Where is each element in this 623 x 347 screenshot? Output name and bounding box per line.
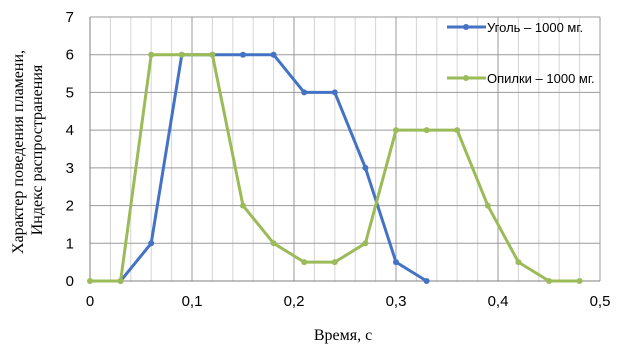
series-2-point: [87, 278, 93, 284]
y-tick-labels: 0 1 2 3 4 5 6 7: [66, 9, 74, 290]
series-2-point: [178, 51, 185, 58]
y-tick-label: 4: [66, 122, 74, 139]
y-tick-label: 5: [66, 84, 74, 101]
y-axis-title-line-1: Характер поведения пламени,: [10, 50, 27, 254]
series-1-point: [240, 51, 246, 58]
gridlines: [89, 16, 601, 282]
x-axis-title: Время, с: [314, 327, 372, 344]
axes: [89, 17, 600, 282]
y-tick-label: 1: [66, 235, 74, 252]
legend-marker-1: [463, 24, 469, 30]
series-2-point: [393, 127, 399, 134]
x-tick-label: 0,5: [590, 293, 611, 310]
legend-label-1: Уголь – 1000 мг.: [487, 20, 583, 35]
legend: Уголь – 1000 мг. Опилки – 1000 мг.: [447, 20, 595, 86]
y-tick-label: 6: [66, 47, 74, 64]
series-2-point: [484, 202, 491, 209]
x-tick-label: 0,2: [284, 293, 305, 310]
y-tick-label: 0: [66, 273, 74, 290]
series-2-point: [423, 127, 430, 134]
y-tick-label: 7: [66, 9, 74, 26]
series-2-point: [576, 278, 583, 284]
series-2-point: [362, 240, 369, 247]
series-2-point: [546, 278, 552, 284]
series-2-point: [270, 240, 277, 247]
series-1-point: [148, 240, 155, 247]
y-tick-label: 3: [66, 160, 74, 177]
series-layer: [87, 51, 583, 284]
series-1-point: [423, 278, 430, 284]
x-tick-label: 0,3: [386, 293, 407, 310]
series-1-point: [301, 89, 308, 96]
series-2-point: [515, 259, 522, 266]
series-1-point: [393, 259, 399, 266]
series-2-point: [117, 278, 124, 284]
legend-label-2: Опилки – 1000 мг.: [487, 71, 595, 86]
x-tick-label: 0,4: [488, 293, 509, 310]
x-tick-label: 0: [86, 293, 94, 310]
series-1-point: [362, 164, 369, 171]
y-tick-label: 2: [66, 198, 74, 215]
series-2-point: [301, 259, 308, 266]
series-1-point: [270, 51, 277, 58]
series-1-point: [331, 89, 338, 96]
x-tick-labels: 0 0,1 0,2 0,3 0,4 0,5: [86, 293, 611, 310]
y-axis-title: Характер поведения пламени, Индекс распр…: [10, 46, 46, 254]
series-2-point: [209, 51, 216, 58]
series-2-point: [454, 127, 461, 134]
series-2-point: [240, 202, 246, 209]
x-tick-label: 0,1: [182, 293, 203, 310]
series-2-point: [331, 259, 338, 266]
series-2-point: [148, 51, 155, 58]
y-axis-title-line-2: Индекс распространения: [29, 64, 46, 235]
legend-marker-2: [463, 75, 469, 81]
